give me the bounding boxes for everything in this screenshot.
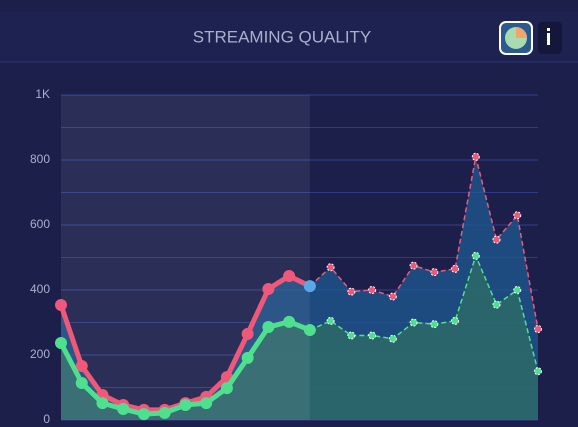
point: [158, 406, 171, 419]
forecast-point: [388, 292, 397, 301]
y-tick-label: 200: [30, 347, 50, 361]
forecast-point: [451, 316, 460, 325]
y-tick-label: 600: [30, 217, 50, 231]
point: [55, 336, 67, 349]
point: [303, 280, 316, 293]
y-tick-label: 800: [30, 152, 50, 166]
point: [96, 397, 109, 410]
y-tick-label: 1K: [35, 87, 50, 101]
forecast-point: [430, 268, 439, 277]
info-button[interactable]: [538, 22, 562, 54]
point: [75, 360, 88, 373]
point: [137, 408, 150, 421]
y-tick-label: 0: [43, 412, 50, 426]
forecast-line: [309, 156, 539, 330]
forecast-point: [534, 367, 542, 376]
forecast-point: [368, 331, 377, 340]
point: [303, 323, 316, 336]
forecast-point: [534, 325, 542, 333]
forecast-point: [326, 316, 335, 325]
forecast-point: [409, 318, 418, 327]
forecast-point: [513, 211, 522, 220]
area: [61, 255, 538, 420]
forecast-point: [471, 251, 480, 260]
chart-title: STREAMING QUALITY: [193, 27, 372, 46]
point: [220, 382, 233, 395]
forecast-point: [513, 286, 522, 294]
point: [283, 270, 296, 283]
forecast-point: [492, 235, 501, 244]
forecast-point: [347, 331, 356, 340]
point: [241, 327, 254, 340]
point: [55, 298, 67, 311]
forecast-point: [347, 287, 356, 296]
point: [200, 397, 213, 410]
forecast-point: [326, 263, 335, 272]
point: [179, 399, 192, 412]
forecast-point: [430, 320, 439, 329]
forecast-point: [492, 300, 501, 309]
info-icon-dot: [547, 28, 550, 31]
point: [262, 283, 275, 296]
forecast-point: [451, 264, 460, 273]
point: [75, 376, 88, 389]
point: [117, 402, 130, 415]
forecast-point: [409, 261, 418, 270]
y-tick-label: 400: [30, 282, 50, 296]
forecast-point: [471, 152, 480, 161]
forecast-point: [388, 334, 397, 343]
point: [241, 351, 254, 364]
header-bar: [0, 12, 578, 62]
pie-icon-slice: [516, 27, 527, 38]
chart-type-button[interactable]: [499, 21, 533, 55]
point: [262, 321, 275, 334]
info-icon: [547, 33, 550, 45]
point: [283, 315, 296, 328]
actual-highlight: [61, 95, 310, 420]
forecast-line: [309, 253, 539, 372]
forecast-point: [368, 286, 377, 294]
